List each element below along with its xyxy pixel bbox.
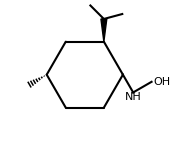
Text: NH: NH — [125, 92, 142, 102]
Polygon shape — [101, 19, 107, 42]
Text: OH: OH — [153, 77, 170, 87]
